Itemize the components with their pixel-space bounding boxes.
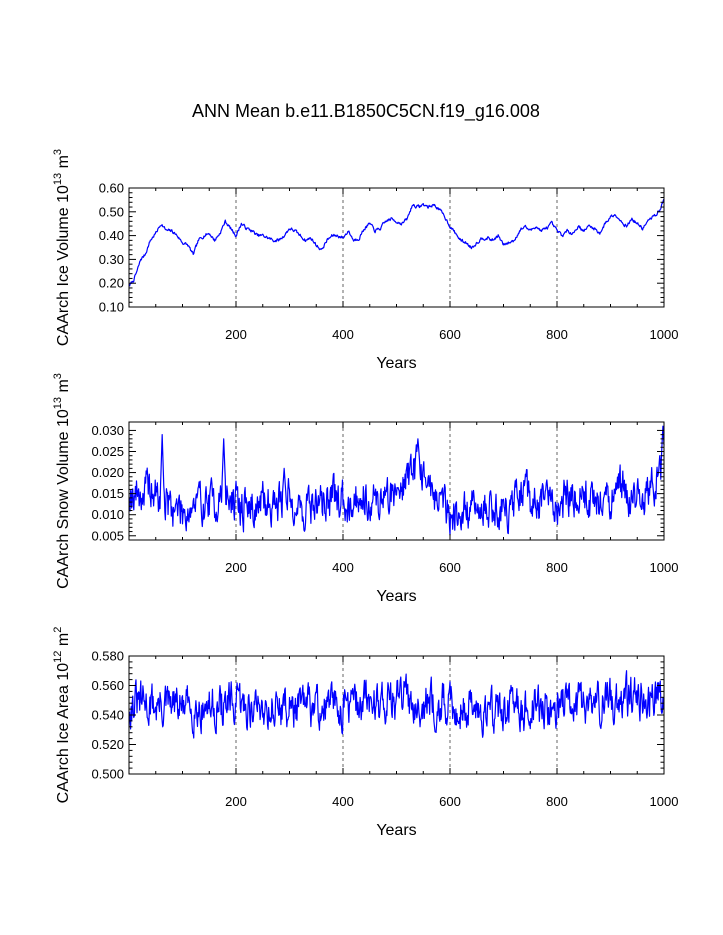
x-tick-label: 200 (225, 327, 247, 342)
x-tick-label: 600 (439, 560, 461, 575)
x-tick-label: 800 (546, 794, 568, 809)
plot-frame (128, 187, 665, 308)
x-tick-label: 1000 (650, 794, 679, 809)
chart-title: ANN Mean b.e11.B1850C5CN.f19_g16.008 (192, 101, 540, 122)
y-axis-title: CAArch Ice Area 1012 m2 (52, 627, 72, 804)
y-tick-label: 0.580 (91, 649, 124, 664)
y-tick-label: 0.60 (99, 181, 124, 196)
y-tick-label: 0.30 (99, 252, 124, 267)
x-tick-label: 1000 (650, 327, 679, 342)
y-tick-label: 0.020 (91, 465, 124, 480)
x-axis-title: Years (376, 822, 416, 839)
y-tick-label: 0.20 (99, 276, 124, 291)
x-axis-title: Years (376, 588, 416, 605)
y-tick-label: 0.10 (99, 300, 124, 315)
x-tick-label: 200 (225, 794, 247, 809)
series-line (128, 670, 665, 739)
y-tick-label: 0.40 (99, 228, 124, 243)
x-tick-label: 400 (332, 327, 354, 342)
x-tick-label: 400 (332, 560, 354, 575)
y-tick-label: 0.030 (91, 423, 124, 438)
series-line (128, 198, 665, 287)
y-tick-label: 0.015 (91, 486, 124, 501)
y-tick-label: 0.50 (99, 204, 124, 219)
x-tick-label: 200 (225, 560, 247, 575)
y-tick-label: 0.500 (91, 767, 124, 782)
plot-frame (128, 655, 665, 775)
x-tick-label: 800 (546, 327, 568, 342)
y-tick-label: 0.025 (91, 444, 124, 459)
panel-1: 200 400 600 800 1000 Years 0.10 0.20 0.30 0.40 0.5… (52, 149, 678, 372)
series-line (128, 425, 665, 536)
y-tick-label: 0.560 (91, 678, 124, 693)
y-tick-label: 0.520 (91, 737, 124, 752)
panel-3: 200 400 600 800 1000 Years 0.500 0.520 0.540 0.56… (52, 627, 678, 839)
y-tick-label: 0.540 (91, 708, 124, 723)
x-tick-label: 800 (546, 560, 568, 575)
x-tick-label: 600 (439, 327, 461, 342)
y-axis-title: CAArch Snow Volume 1013 m3 (52, 373, 72, 589)
panel-2: 200 400 600 800 1000 Years 0.005 0.010 0.015 0.02… (52, 373, 678, 605)
y-tick-label: 0.010 (91, 507, 124, 522)
plot-frame (128, 421, 665, 541)
x-tick-label: 600 (439, 794, 461, 809)
y-tick-label: 0.005 (91, 528, 124, 543)
y-axis-title: CAArch Ice Volume 1013 m3 (52, 149, 72, 346)
panels: 200 400 600 800 1000 Years 0.10 0.20 0.30 0.40 0.5… (52, 149, 678, 839)
x-tick-label: 400 (332, 794, 354, 809)
x-axis-title: Years (376, 355, 416, 372)
x-tick-label: 1000 (650, 560, 679, 575)
